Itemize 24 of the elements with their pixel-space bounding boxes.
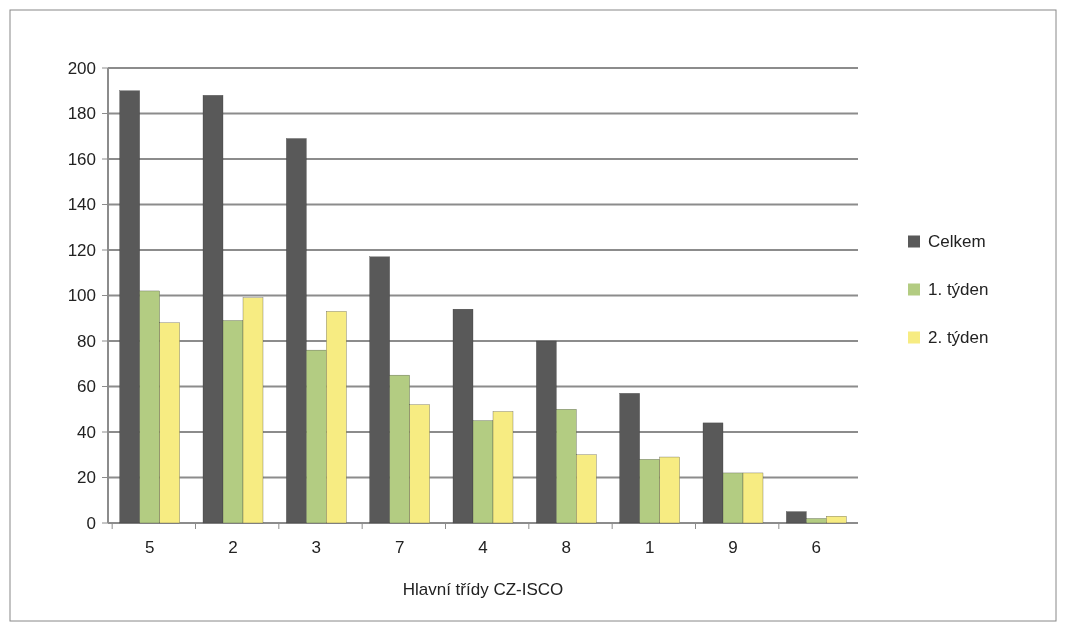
y-tick-label: 180: [67, 104, 96, 124]
x-tick-label: 4: [478, 538, 488, 557]
y-tick-label: 140: [67, 195, 96, 215]
y-tick-label: 200: [67, 58, 96, 78]
legend-label: Celkem: [928, 232, 986, 252]
x-tick-label: 8: [561, 538, 572, 557]
y-tick-label: 160: [67, 149, 96, 169]
y-tick-label: 80: [77, 331, 96, 351]
x-tick-label: 6: [811, 538, 822, 557]
y-tick-label: 120: [67, 240, 96, 260]
legend-label: 2. týden: [928, 328, 989, 348]
x-tick-label: 3: [311, 538, 322, 557]
x-tick-label: 9: [728, 538, 738, 557]
x-tick-label: 5: [144, 538, 155, 557]
y-tick-label: 60: [77, 377, 96, 397]
y-tick-label: 0: [86, 513, 96, 533]
y-tick-label: 20: [77, 468, 96, 488]
y-tick-label: 100: [67, 286, 96, 306]
x-tick-label: 2: [228, 538, 238, 557]
x-tick-label: 1: [644, 538, 655, 557]
legend-label: 1. týden: [928, 280, 989, 300]
y-tick-label: 40: [77, 422, 96, 442]
x-tick-label: 7: [394, 538, 405, 557]
x-axis-title: Hlavní třídy CZ-ISCO: [402, 580, 564, 599]
